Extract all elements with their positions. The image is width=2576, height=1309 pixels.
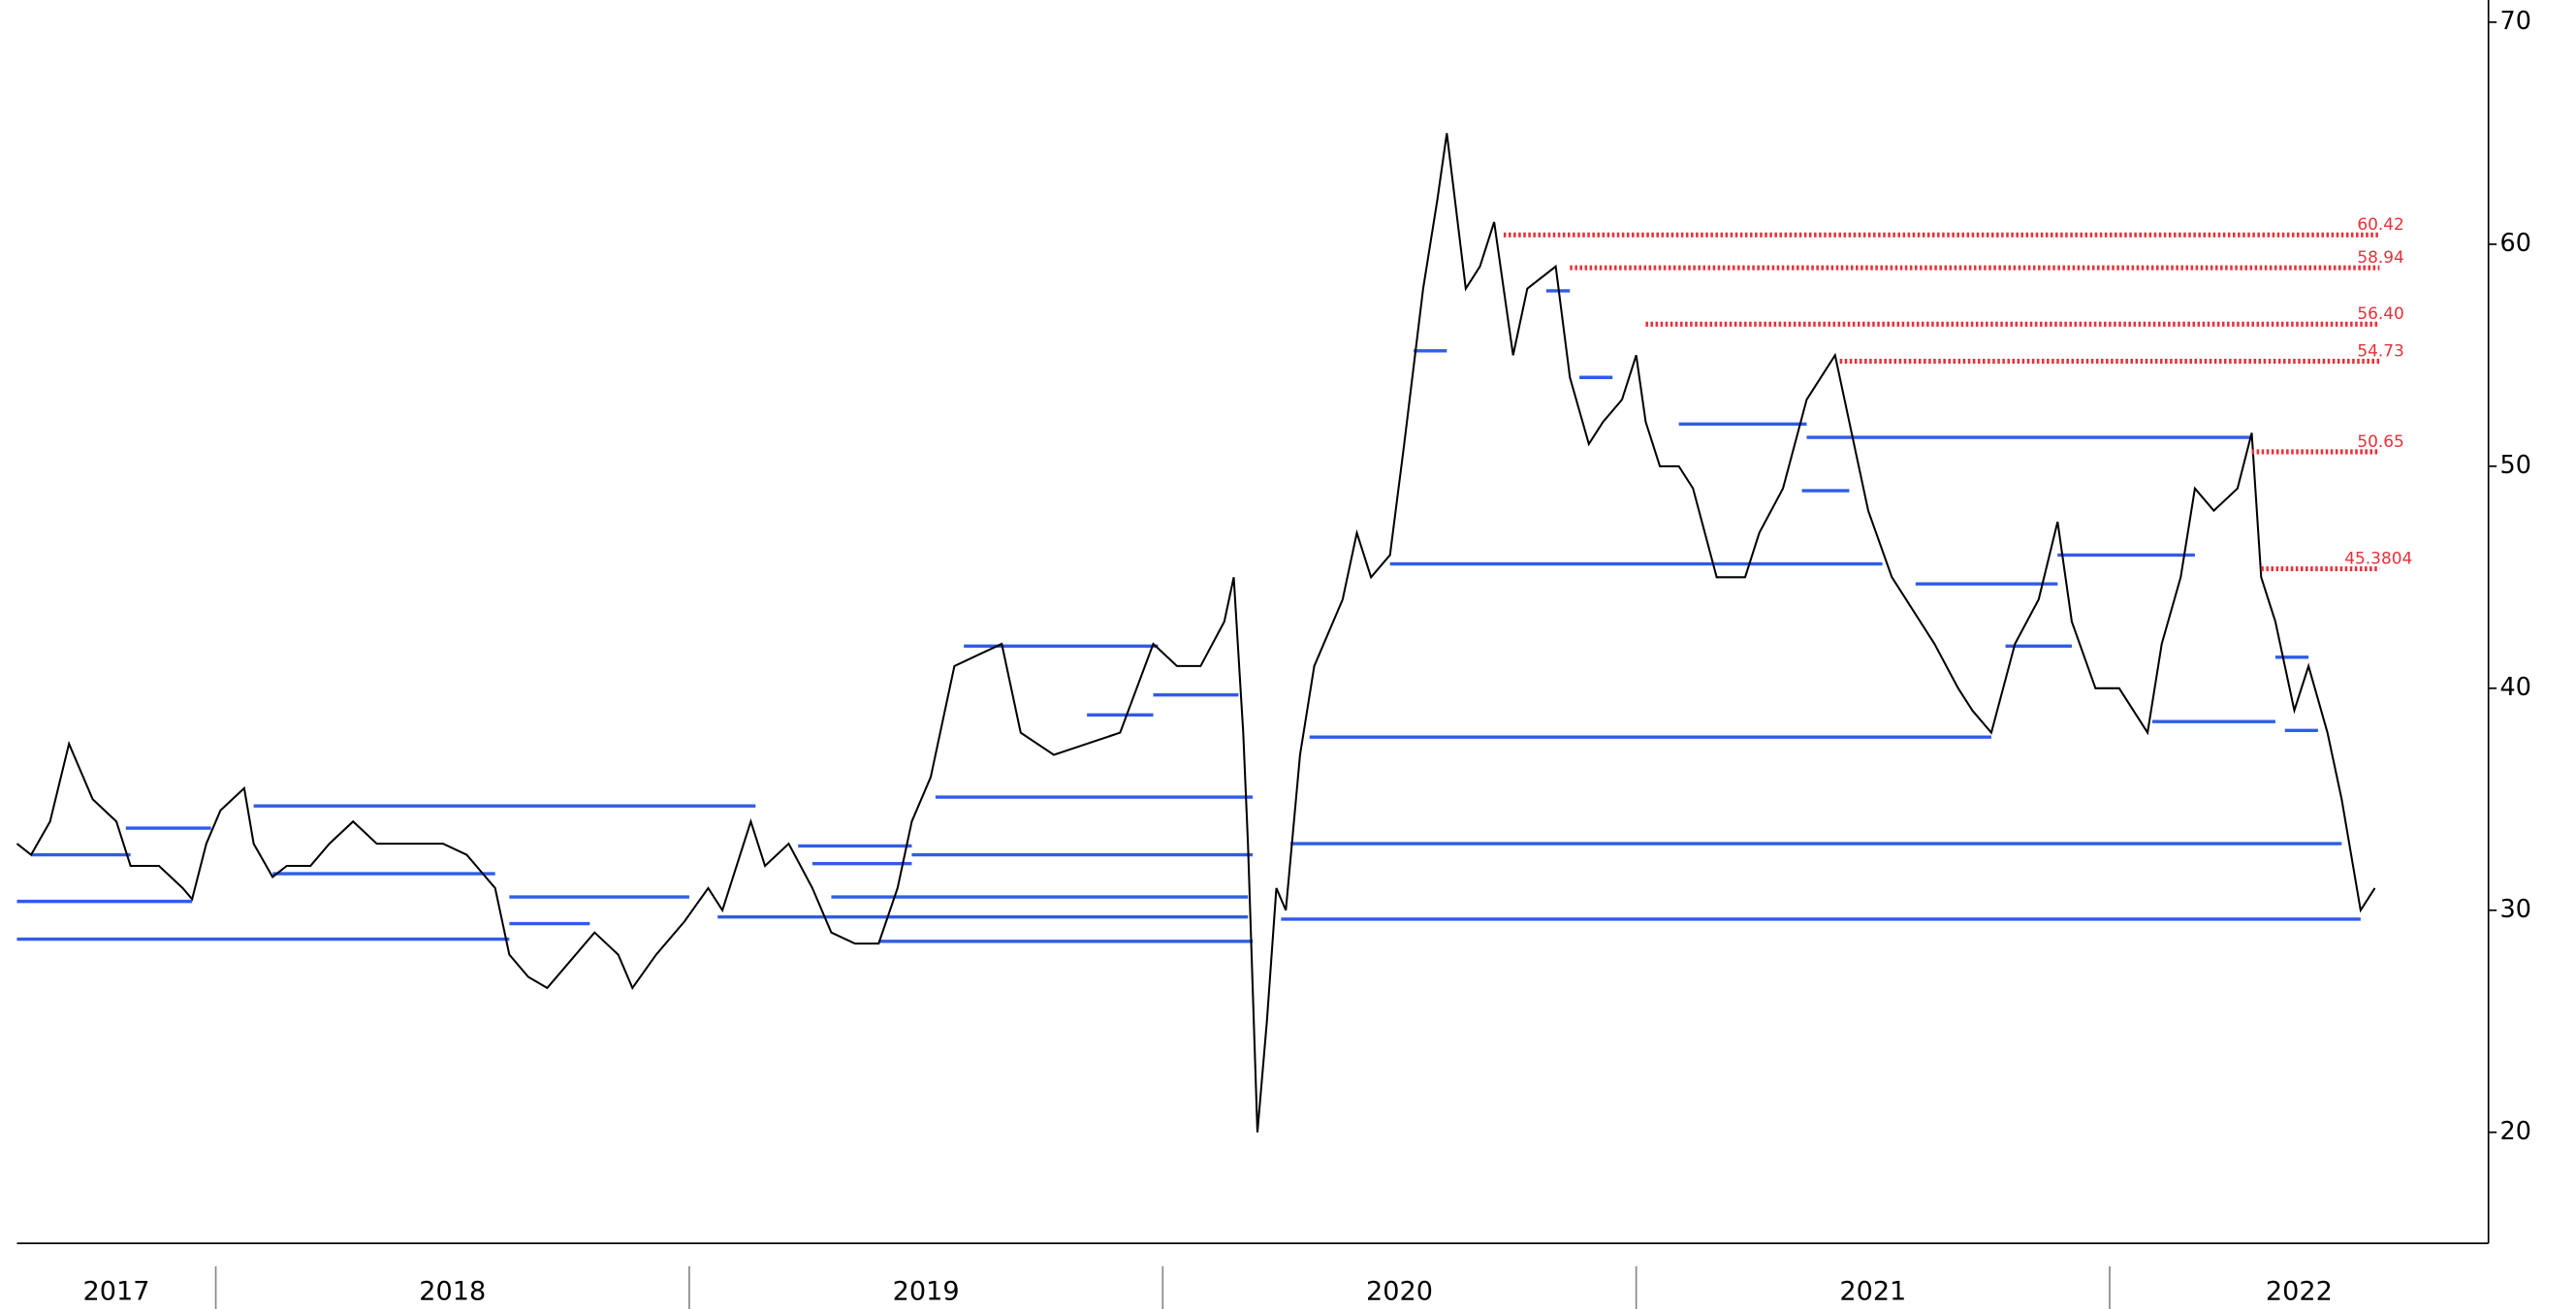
y-tick-label: 30 xyxy=(2500,894,2531,923)
x-tick-label: 2019 xyxy=(893,1277,960,1307)
y-tick-label: 40 xyxy=(2500,672,2531,701)
x-tick-label: 2017 xyxy=(83,1277,150,1307)
x-tick-label: 2022 xyxy=(2266,1277,2333,1307)
y-tick-label: 60 xyxy=(2500,228,2531,257)
x-tick-label: 2021 xyxy=(1839,1277,1906,1307)
y-tick-label: 70 xyxy=(2500,6,2531,35)
price-line xyxy=(16,133,2376,1133)
resistance-label: 56.40 xyxy=(2357,303,2403,323)
x-tick-label: 2020 xyxy=(1366,1277,1433,1307)
resistance-label: 58.94 xyxy=(2357,247,2403,267)
y-tick-label: 50 xyxy=(2500,450,2531,479)
resistance-label: 54.73 xyxy=(2357,340,2403,360)
resistance-label: 60.42 xyxy=(2357,214,2403,234)
resistance-label: 50.65 xyxy=(2357,431,2403,451)
resistance-label: 45.3804 xyxy=(2344,549,2412,568)
x-tick-label: 2018 xyxy=(419,1277,486,1307)
y-tick-label: 20 xyxy=(2500,1116,2531,1145)
